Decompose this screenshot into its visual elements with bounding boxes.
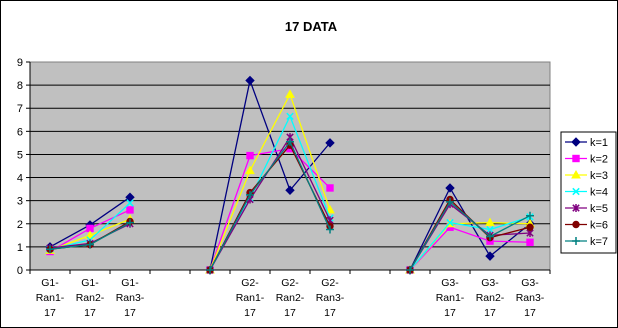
y-tick-label: 9	[17, 57, 23, 69]
legend-label: k=2	[590, 154, 608, 166]
data-point	[126, 206, 134, 214]
legend-entry: k=4	[565, 187, 608, 199]
x-category-label: G2-Ran1-17	[236, 277, 265, 319]
y-tick-label: 4	[17, 173, 23, 185]
legend-marker	[572, 237, 580, 245]
y-tick-label: 6	[17, 126, 23, 138]
x-category-label: G1-Ran3-17	[116, 277, 145, 319]
legend-marker	[572, 204, 580, 212]
legend-marker	[571, 137, 581, 147]
series-line	[409, 200, 531, 271]
data-point	[85, 230, 95, 239]
x-category-label: G1-Ran1-17	[36, 277, 65, 319]
chart-title: 17 DATA	[285, 19, 338, 34]
data-point	[286, 137, 294, 146]
x-axis-categories: G1-Ran1-17 G1-Ran2-17 G1-Ran3-17 G2-Ran1-17…	[29, 270, 551, 319]
data-point	[126, 199, 134, 207]
legend-label: k=3	[590, 170, 608, 182]
legend-marker	[572, 220, 580, 229]
data-point	[526, 211, 534, 220]
data-point	[326, 184, 334, 192]
series-line	[209, 140, 331, 271]
x-category-label: G2-Ran3-17	[316, 277, 345, 319]
data-point	[286, 112, 294, 121]
series-line	[209, 92, 331, 271]
series-k=7	[46, 137, 534, 274]
series-lines	[45, 75, 535, 275]
x-category-label: G2-Ran2-17	[276, 277, 305, 319]
data-point	[285, 89, 295, 98]
data-point	[326, 225, 334, 234]
x-category-label: G3-Ran1-17	[436, 277, 465, 319]
data-point	[245, 75, 255, 86]
series-line	[409, 226, 531, 271]
data-point	[445, 183, 455, 193]
legend-marker	[571, 169, 581, 179]
x-category-label: G1-Ran2-17	[76, 277, 105, 319]
y-tick-label: 8	[17, 80, 23, 92]
data-point	[446, 218, 454, 227]
y-tick-label: 7	[17, 103, 23, 115]
data-point	[486, 232, 494, 241]
legend-box	[560, 131, 617, 254]
data-point	[86, 240, 94, 249]
y-tick-label: 3	[17, 196, 23, 208]
data-point	[486, 225, 494, 234]
legend-entry: k=1	[565, 137, 608, 149]
legend: k=1 k=2 k=3 k=4 k=5 k=6 k=7	[565, 137, 608, 248]
y-tick-label: 5	[17, 149, 23, 161]
series-line	[409, 216, 531, 271]
data-point	[246, 151, 254, 160]
data-point	[246, 190, 254, 199]
legend-marker	[572, 154, 580, 163]
x-category-label: G3-Ran3-17	[516, 277, 545, 319]
legend-label: k=1	[590, 137, 608, 149]
legend-label: k=7	[590, 236, 608, 248]
legend-entry: k=3	[565, 169, 608, 182]
legend-entry: k=6	[565, 220, 608, 232]
data-point	[126, 218, 134, 227]
data-point	[245, 165, 255, 175]
data-point	[285, 185, 295, 195]
y-tick-label: 0	[17, 265, 23, 277]
legend-entry: k=2	[565, 154, 608, 166]
legend-entry: k=7	[565, 236, 608, 248]
data-point	[325, 138, 335, 148]
legend-marker	[572, 187, 580, 196]
data-point	[446, 197, 454, 206]
data-point	[125, 192, 135, 202]
data-point	[406, 266, 414, 274]
data-point	[526, 223, 534, 231]
data-point	[485, 217, 495, 227]
x-category-label: G3-Ran2-17	[476, 277, 505, 319]
data-point	[46, 245, 54, 254]
legend-label: k=6	[590, 220, 608, 232]
legend-entry: k=5	[565, 203, 608, 215]
data-point	[526, 238, 534, 246]
legend-label: k=4	[590, 187, 608, 199]
legend-label: k=5	[590, 203, 608, 215]
gridlines	[30, 84, 550, 248]
data-point	[485, 251, 495, 261]
data-point	[206, 266, 214, 274]
y-tick-label: 2	[17, 219, 23, 231]
series-line	[409, 186, 531, 271]
y-axis-ticks: 0 1 2 3 4 5 6 7 8 9	[17, 57, 550, 277]
y-tick-label: 1	[17, 242, 23, 254]
